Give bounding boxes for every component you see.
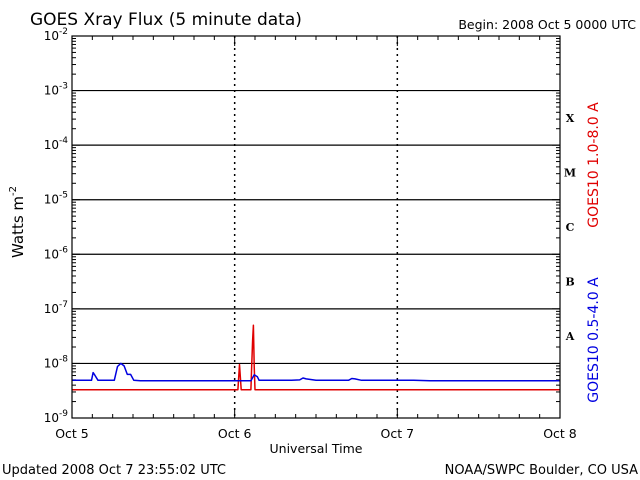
- series-short-channel: [72, 362, 560, 382]
- y-tick-label: 10-6: [44, 245, 69, 261]
- y-tick-labels: 10-9 10-8 10-7 10-6 10-5 10-4 10-3 10-2: [44, 27, 69, 425]
- y-tick-label: 10-9: [44, 409, 69, 425]
- y-tick-label: 10-3: [44, 82, 68, 98]
- series-long-channel: [72, 324, 560, 391]
- y-tick-label: 10-8: [44, 354, 69, 370]
- flare-class-labels: A B C M X: [564, 112, 576, 343]
- grid: [71, 36, 561, 419]
- flare-class-label: C: [566, 221, 575, 234]
- x-tick-label: Oct 5: [55, 426, 89, 441]
- flare-class-label: X: [566, 112, 575, 125]
- y-axis-label: Watts m-2: [8, 186, 27, 258]
- begin-time: Begin: 2008 Oct 5 0000 UTC: [458, 17, 636, 32]
- plot-frame: [71, 35, 561, 419]
- series-group: [72, 324, 560, 391]
- y-tick-label: 10-5: [44, 191, 68, 207]
- flare-class-label: B: [565, 276, 574, 289]
- x-tick-label: Oct 7: [381, 426, 415, 441]
- y-tick-label: 10-4: [44, 136, 69, 152]
- x-tick-label: Oct 6: [218, 426, 252, 441]
- x-tick-labels: Oct 5 Oct 6 Oct 7 Oct 8: [55, 426, 577, 441]
- y-tick-label: 10-2: [44, 27, 68, 43]
- flare-class-label: M: [564, 166, 576, 179]
- credit: NOAA/SWPC Boulder, CO USA: [445, 463, 638, 478]
- x-tick-label: Oct 8: [543, 426, 577, 441]
- y-tick-label: 10-7: [44, 300, 68, 316]
- chart-title: GOES Xray Flux (5 minute data): [30, 10, 302, 30]
- updated-time: Updated 2008 Oct 7 23:55:02 UTC: [2, 463, 226, 478]
- x-axis-label: Universal Time: [270, 441, 363, 456]
- flare-class-label: A: [565, 330, 575, 343]
- legend-long-channel: GOES10 1.0-8.0 A: [586, 102, 602, 228]
- legend-short-channel: GOES10 0.5-4.0 A: [586, 277, 602, 403]
